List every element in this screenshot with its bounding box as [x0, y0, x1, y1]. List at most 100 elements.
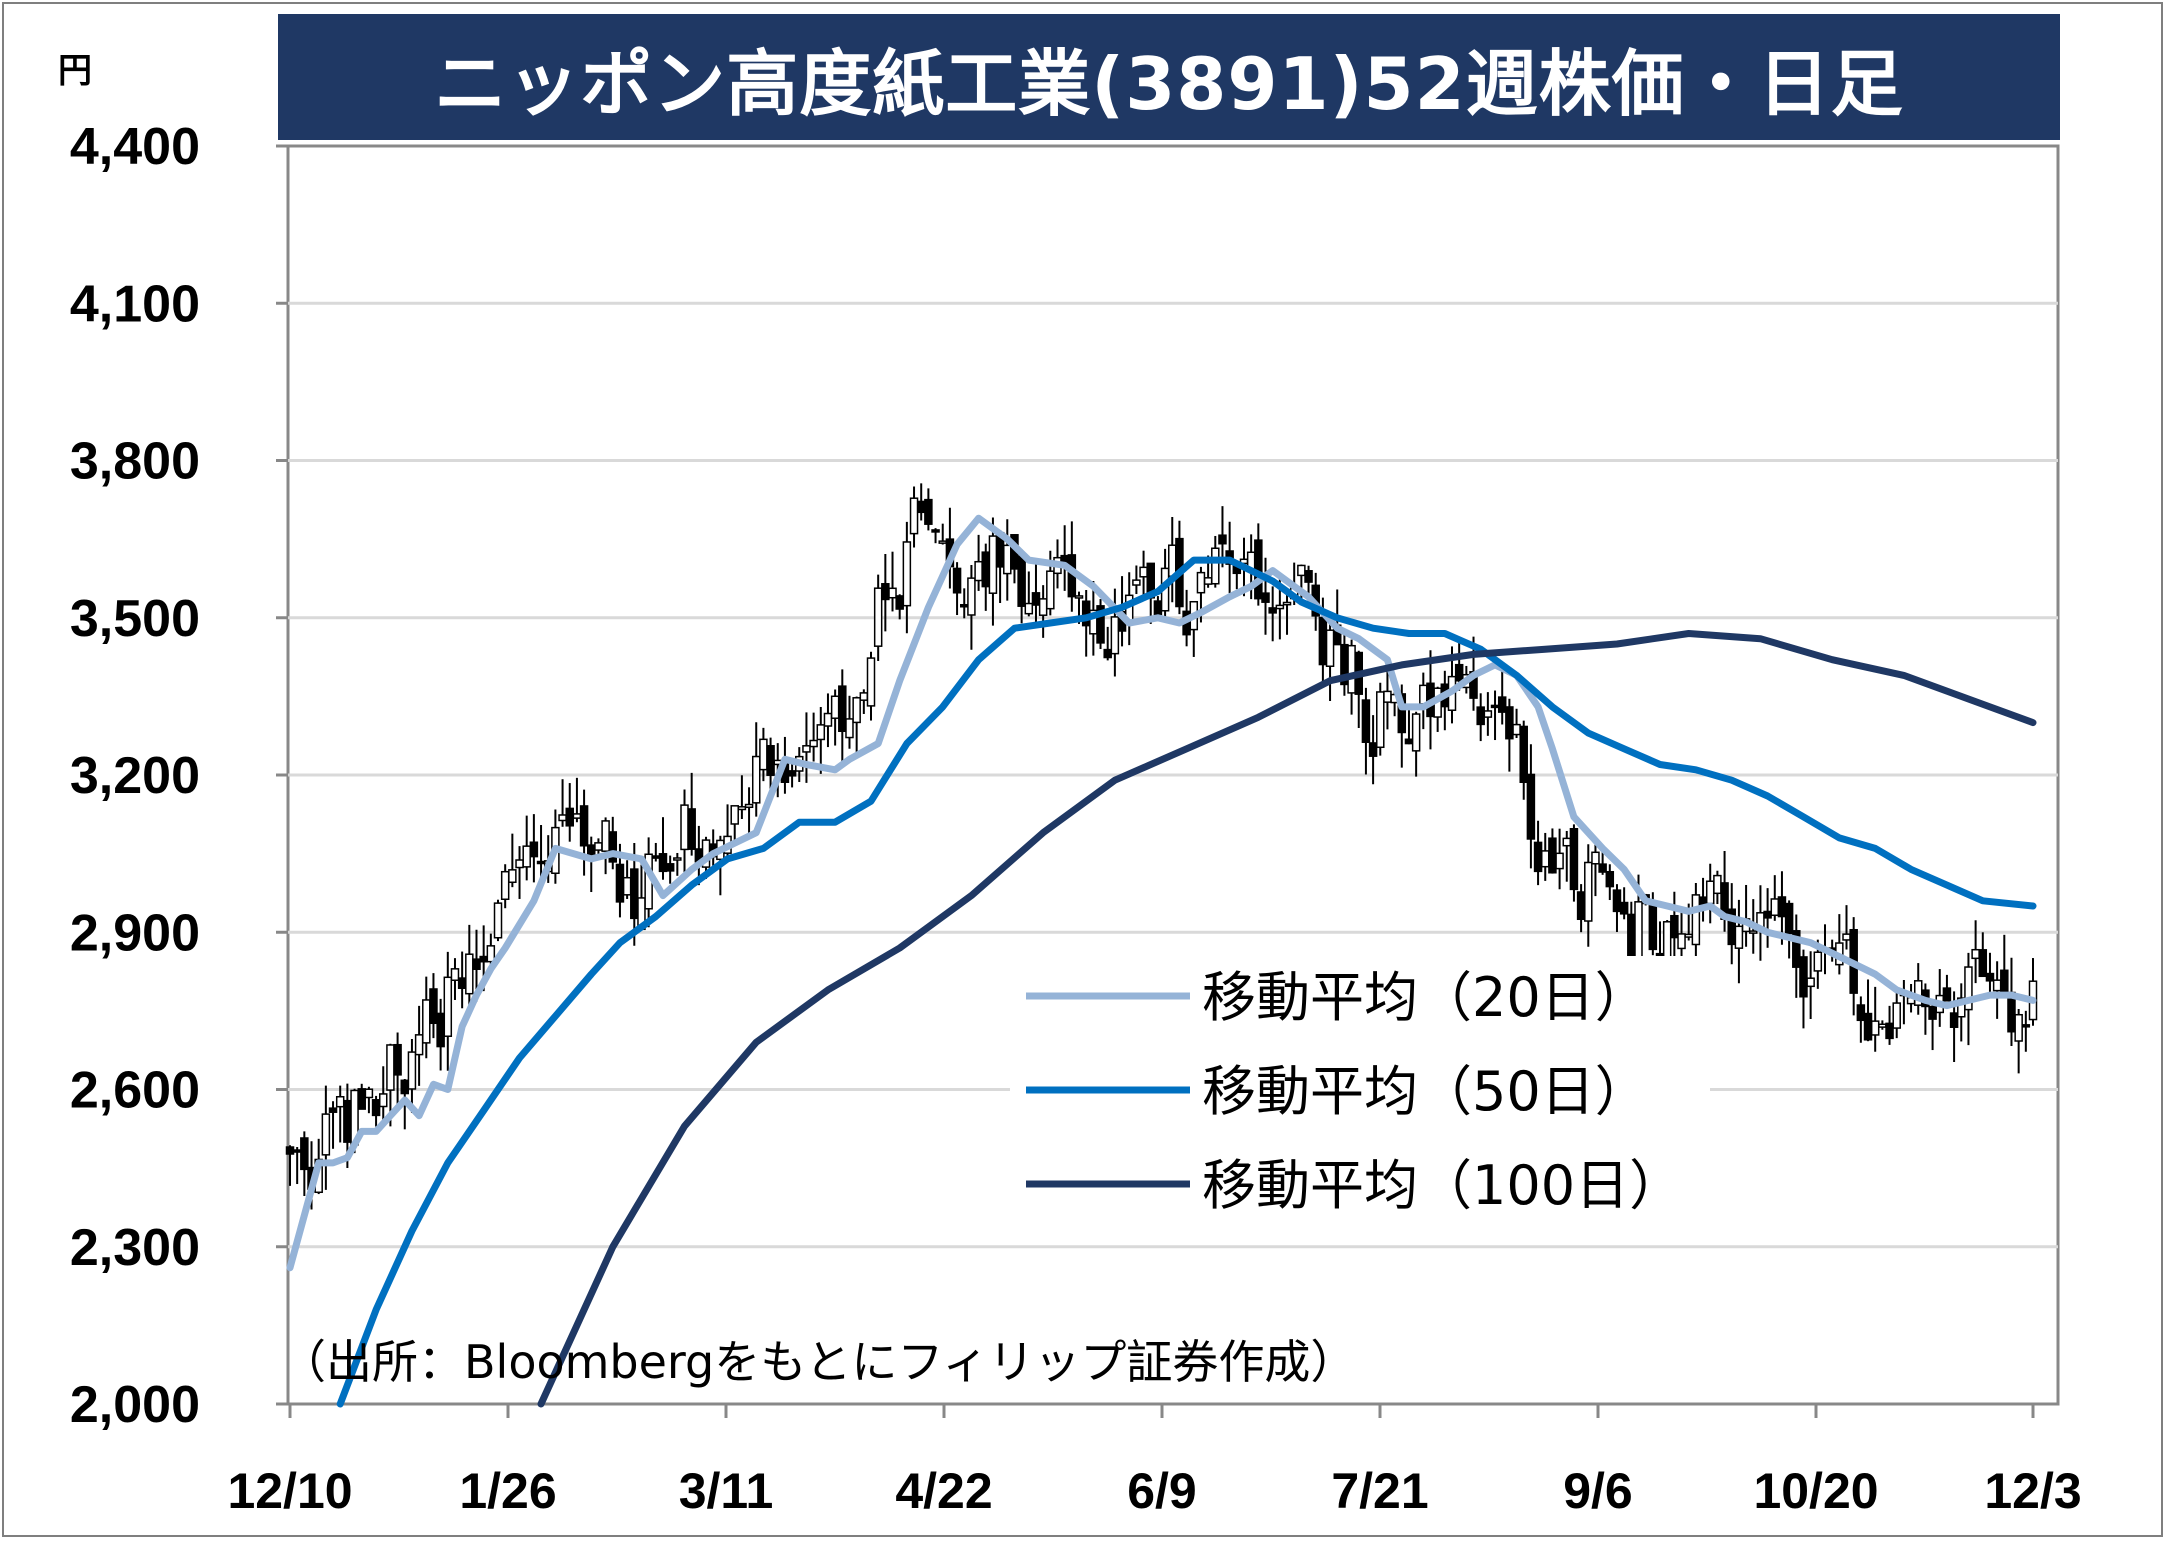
- source-note: （出所：Bloombergをもとにフィリップ証券作成）: [280, 1335, 1356, 1389]
- candle-body: [1992, 979, 2002, 992]
- candle-body: [658, 853, 668, 873]
- candle-body: [472, 958, 481, 970]
- candle-body: [1648, 902, 1658, 951]
- candle-body: [665, 863, 675, 872]
- chart-title: ニッポン高度紙工業(3891)52週株価・日足: [278, 14, 2060, 140]
- candle-body: [1153, 600, 1163, 616]
- candle-body: [292, 1149, 302, 1153]
- candle-body: [1978, 949, 1988, 978]
- candle-body: [751, 755, 761, 804]
- candle-body: [328, 1107, 338, 1113]
- candle-body: [1139, 566, 1148, 578]
- candle-body: [1490, 704, 1500, 709]
- candle-body: [422, 999, 431, 1044]
- candle-body: [321, 1113, 331, 1156]
- candle-body: [1282, 601, 1292, 606]
- candle-body: [1110, 616, 1120, 655]
- candle-body: [1304, 570, 1313, 583]
- candle-body: [1017, 555, 1026, 607]
- candle-body: [1569, 827, 1579, 891]
- candle-body: [1591, 851, 1600, 865]
- candle-body: [300, 1137, 309, 1171]
- candle-body: [1038, 598, 1048, 616]
- candle-body: [443, 976, 453, 1037]
- candle-body: [1096, 605, 1105, 644]
- candle-body: [838, 685, 847, 732]
- candle-body: [579, 805, 589, 847]
- candle-body: [622, 876, 632, 896]
- y-tick-label: 3,200: [70, 747, 200, 805]
- candle-body: [1218, 534, 1227, 545]
- x-tick-label: 6/9: [1127, 1463, 1197, 1519]
- candle-body: [486, 945, 496, 963]
- candle-body: [1024, 602, 1034, 615]
- candle-body: [916, 500, 926, 514]
- candle-body: [608, 831, 618, 863]
- candle-body: [1003, 544, 1012, 575]
- candle-body: [1705, 880, 1715, 905]
- candle-body: [1261, 592, 1270, 603]
- candle-body: [565, 807, 574, 827]
- candle-body: [1419, 684, 1428, 705]
- candle-body: [429, 988, 438, 1025]
- candle-body: [1376, 691, 1385, 749]
- candle-body: [1799, 956, 1808, 998]
- candle-body: [859, 692, 869, 701]
- candle-body: [787, 770, 797, 777]
- candle-body: [809, 739, 818, 748]
- candle-body: [1598, 863, 1607, 873]
- candle-body: [515, 859, 524, 869]
- legend-label: 移動平均（20日）: [1202, 966, 1649, 1029]
- candle-body: [888, 587, 897, 599]
- candle-body: [1684, 933, 1693, 938]
- candle-body: [393, 1043, 402, 1076]
- candle-body: [371, 1099, 381, 1117]
- candle-body: [959, 604, 969, 608]
- candle-body: [1928, 1005, 1937, 1020]
- candle-body: [952, 567, 962, 594]
- candle-body: [1476, 706, 1485, 726]
- candle-body: [529, 841, 539, 858]
- candle-body: [1619, 901, 1629, 915]
- candle-body: [2021, 1024, 2031, 1028]
- candle-body: [1691, 894, 1701, 946]
- candle-body: [673, 857, 682, 861]
- candle-body: [830, 695, 840, 719]
- candle-body: [450, 968, 460, 981]
- candle-body: [357, 1088, 366, 1110]
- candle-body: [902, 541, 912, 607]
- candle-body: [687, 808, 696, 850]
- candle-body: [1792, 930, 1801, 968]
- candle-body: [615, 863, 625, 903]
- x-tick-label: 4/22: [895, 1463, 992, 1519]
- candle-body: [1275, 604, 1285, 610]
- candle-body: [1942, 987, 1952, 1002]
- moving-average-lines: [286, 514, 2037, 1408]
- x-tick-label: 3/11: [679, 1463, 774, 1519]
- candle-body: [873, 587, 883, 647]
- candlesticks: [285, 483, 2038, 1210]
- candle-body: [1806, 977, 1815, 988]
- candle-body: [465, 953, 474, 995]
- candle-body: [1627, 913, 1636, 959]
- ma-line-2: [336, 556, 2037, 1408]
- candle-body: [414, 1034, 424, 1056]
- candle-body: [1813, 951, 1823, 972]
- candle-body: [1168, 544, 1177, 577]
- candle-body: [737, 806, 747, 811]
- candle-body: [1533, 841, 1543, 873]
- candle-body: [1605, 870, 1615, 888]
- candle-body: [522, 845, 531, 868]
- candle-body: [1784, 902, 1794, 935]
- candle-body: [1576, 891, 1586, 921]
- candle-body: [601, 820, 610, 852]
- candle-body: [1856, 1004, 1866, 1022]
- legend-label: 移動平均（50日）: [1202, 1060, 1649, 1123]
- candle-body: [1777, 896, 1787, 918]
- candle-body: [285, 1146, 295, 1155]
- candle-body: [1512, 723, 1521, 736]
- candle-body: [536, 860, 546, 865]
- candle-body: [1411, 713, 1421, 752]
